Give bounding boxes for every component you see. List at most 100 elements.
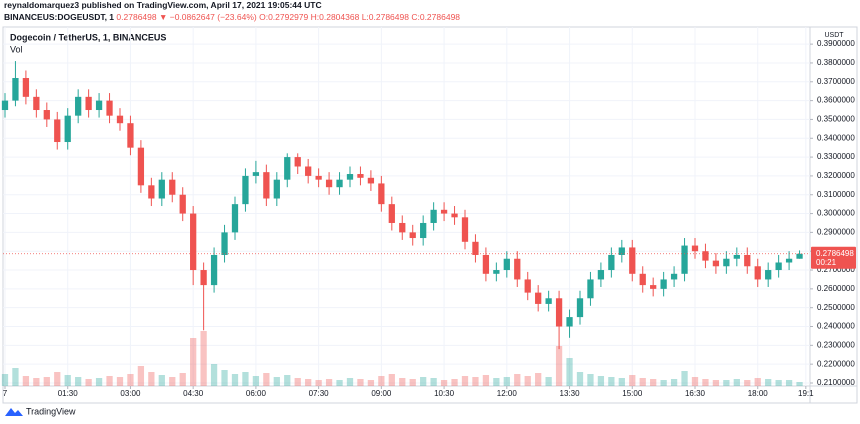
volume-bar bbox=[420, 377, 427, 386]
volume-bar bbox=[524, 376, 531, 386]
candle-body bbox=[85, 96, 92, 111]
symbol: BINANCEUS:DOGEUSDT, 1 bbox=[4, 12, 115, 22]
candle-body bbox=[116, 115, 124, 124]
candle-body bbox=[54, 119, 61, 143]
volume-bar bbox=[430, 378, 437, 386]
candle-body bbox=[785, 258, 793, 263]
volume-bar bbox=[545, 377, 552, 386]
volume-bar bbox=[305, 379, 312, 386]
last-price-label: 0.2786498 bbox=[816, 249, 854, 258]
candle-body bbox=[702, 251, 709, 261]
candle-body bbox=[608, 254, 615, 271]
candle-body bbox=[796, 253, 803, 259]
volume-bar bbox=[367, 380, 375, 386]
x-tick-label: 03:00 bbox=[120, 389, 141, 398]
candle-body bbox=[325, 179, 333, 188]
volume-bar bbox=[461, 376, 469, 386]
volume-bar bbox=[116, 377, 124, 386]
candle-body bbox=[576, 298, 584, 318]
candle-body bbox=[43, 110, 50, 120]
candle-body bbox=[639, 273, 646, 286]
candle-body bbox=[242, 175, 249, 205]
volume-bar bbox=[681, 371, 688, 386]
volume-bar bbox=[555, 346, 563, 386]
candle-body bbox=[514, 258, 521, 280]
x-tick-label: 13:30 bbox=[560, 389, 581, 398]
volume-bar bbox=[378, 376, 385, 386]
volume-bar bbox=[566, 358, 573, 386]
candle-body bbox=[221, 232, 228, 255]
candle-body bbox=[440, 209, 448, 214]
volume-bar bbox=[514, 374, 521, 386]
candle-body bbox=[660, 279, 667, 289]
volume-bar bbox=[399, 378, 406, 386]
volume-bar bbox=[775, 380, 782, 386]
candle-body bbox=[190, 213, 197, 271]
candle-body bbox=[472, 241, 479, 255]
candle-body bbox=[566, 317, 573, 327]
volume-bar bbox=[127, 374, 134, 386]
candle-body bbox=[346, 174, 354, 180]
x-tick-label: 01:30 bbox=[58, 389, 79, 398]
y-tick-label: 0.2300000 bbox=[817, 340, 855, 349]
volume-bar bbox=[263, 373, 270, 386]
y-tick-label: 0.2400000 bbox=[817, 322, 855, 331]
y-tick-label: 0.2200000 bbox=[817, 359, 855, 368]
y-tick-label: 0.3100000 bbox=[817, 190, 855, 199]
candle-body bbox=[357, 174, 364, 178]
plot bbox=[1, 27, 810, 386]
candle-body bbox=[587, 279, 594, 299]
volume-bar bbox=[796, 382, 803, 386]
volume-bar bbox=[148, 372, 155, 386]
volume-bar bbox=[785, 380, 793, 386]
candle-body bbox=[252, 172, 260, 176]
candle-body bbox=[482, 254, 490, 274]
x-tick-label: 07:30 bbox=[309, 389, 330, 398]
y-tick-label: 0.3600000 bbox=[817, 96, 855, 105]
candle-body bbox=[336, 179, 343, 188]
candle-body bbox=[127, 123, 134, 148]
candle-body bbox=[75, 96, 82, 116]
candle-body bbox=[409, 232, 416, 239]
volume-bar bbox=[765, 379, 772, 386]
candle-body bbox=[493, 270, 500, 274]
candle-body bbox=[545, 298, 552, 304]
change: ▼ −0.0862647 (−23.64%) bbox=[158, 12, 257, 22]
volume-bar bbox=[252, 376, 260, 386]
volume-bar bbox=[576, 372, 584, 386]
candle-body bbox=[179, 194, 186, 214]
volume-bar bbox=[64, 375, 71, 386]
volume-bar bbox=[618, 378, 625, 386]
candle-body bbox=[95, 100, 103, 111]
volume-bar bbox=[597, 376, 605, 386]
candle-body bbox=[451, 213, 458, 218]
symbol-line: BINANCEUS:DOGEUSDT, 1 0.2786498 ▼ −0.086… bbox=[4, 12, 460, 22]
volume-bar bbox=[137, 366, 145, 386]
x-tick-label: 10:30 bbox=[434, 389, 455, 398]
x-tick-label: 7 bbox=[3, 389, 8, 398]
volume-bar bbox=[723, 380, 730, 386]
candle-body bbox=[273, 179, 280, 199]
x-tick-label: 16:30 bbox=[685, 389, 706, 398]
candle-body bbox=[420, 222, 427, 239]
candle-body bbox=[33, 96, 40, 111]
candle-body bbox=[597, 270, 605, 280]
candle-body bbox=[744, 254, 751, 267]
volume-bar bbox=[733, 379, 740, 386]
volume-bar bbox=[493, 378, 500, 386]
y-tick-label: 0.3000000 bbox=[817, 209, 855, 218]
candle-body bbox=[388, 204, 395, 223]
volume-bar bbox=[388, 374, 395, 386]
y-tick-label: 0.3700000 bbox=[817, 77, 855, 86]
candle-body bbox=[284, 157, 291, 180]
candle-body bbox=[712, 260, 720, 267]
volume-bar bbox=[75, 377, 82, 386]
volume-bar bbox=[1, 374, 9, 386]
candle-body bbox=[524, 279, 531, 293]
candle-body bbox=[22, 78, 30, 97]
candle-body bbox=[399, 222, 406, 233]
volume-bar bbox=[85, 379, 92, 386]
volume-bar bbox=[608, 377, 615, 386]
